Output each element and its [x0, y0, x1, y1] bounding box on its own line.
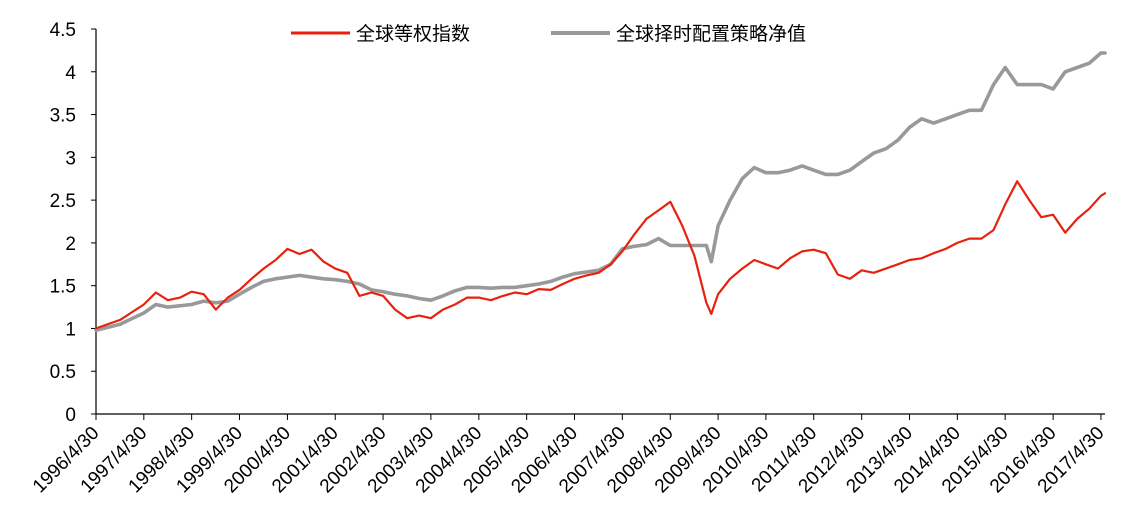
legend-item-series-2: 全球择时配置策略净值 — [551, 23, 806, 45]
y-tick-label: 2.5 — [50, 191, 76, 212]
x-axis: 1996/4/301997/4/301998/4/301999/4/302000… — [29, 413, 1108, 497]
legend-label-series-1: 全球等权指数 — [356, 23, 470, 45]
legend-item-series-1: 全球等权指数 — [291, 23, 470, 45]
series-line-2 — [94, 51, 1107, 333]
y-tick-label: 4 — [65, 63, 76, 84]
series-line-1 — [94, 180, 1107, 330]
legend-label-series-2: 全球择时配置策略净值 — [616, 23, 806, 45]
plot-area — [94, 51, 1107, 333]
y-axis: 0 0.5 1 1.5 2 2.5 3 3.5 4 4.5 — [50, 20, 97, 426]
y-tick-label: 1.5 — [50, 277, 76, 298]
y-tick-label: 0.5 — [50, 362, 76, 383]
y-tick-label: 3 — [65, 148, 76, 169]
y-tick-label: 0 — [65, 405, 76, 426]
legend: 全球等权指数 全球择时配置策略净值 — [291, 23, 806, 45]
y-tick-label: 4.5 — [50, 20, 76, 41]
y-tick-label: 3.5 — [50, 106, 76, 127]
y-tick-label: 2 — [65, 234, 76, 255]
y-tick-label: 1 — [65, 319, 76, 340]
